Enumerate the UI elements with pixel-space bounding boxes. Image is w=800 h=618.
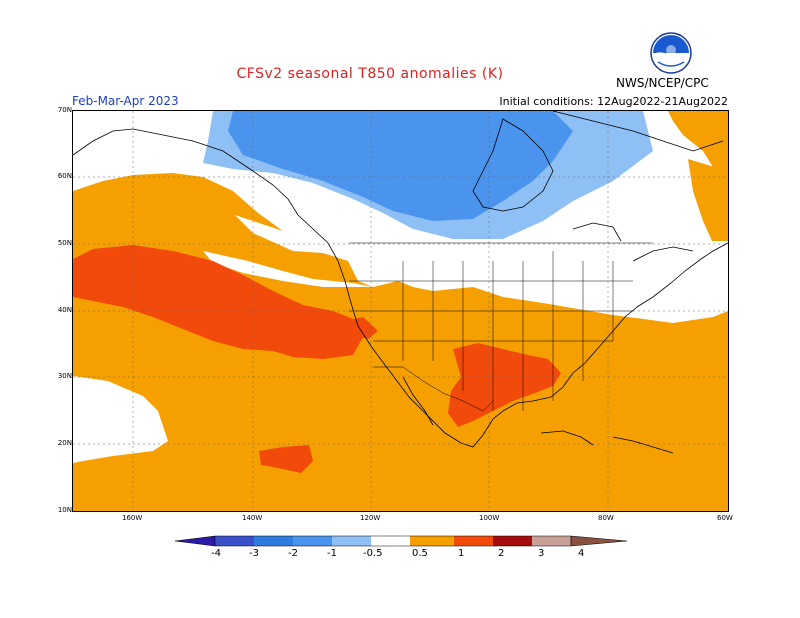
lon-label-80w: 80W xyxy=(598,514,614,522)
colorbar-tick-label: 4 xyxy=(578,548,585,559)
colorbar-tick-label: 2 xyxy=(498,548,505,559)
colorbar-tick-label: 3 xyxy=(538,548,545,559)
lat-label-10n: 10N xyxy=(57,506,72,514)
lon-label-140w: 140W xyxy=(242,514,263,522)
lat-label-20n: 20N xyxy=(57,439,72,447)
colorbar-segment xyxy=(293,536,332,546)
colorbar-tick-label: -4 xyxy=(211,548,221,559)
colorbar-segment xyxy=(410,536,454,546)
colorbar-segment xyxy=(454,536,493,546)
colorbar-segment xyxy=(215,536,254,546)
lat-label-50n: 50N xyxy=(57,239,72,247)
colorbar-tick-label: -1 xyxy=(327,548,337,559)
lat-label-60n: 60N xyxy=(57,172,72,180)
colorbar-tick-label: 0.5 xyxy=(412,548,428,559)
map-title: CFSv2 seasonal T850 anomalies (K) xyxy=(236,66,504,82)
noaa-logo-icon xyxy=(650,32,692,74)
colorbar-tick-label: 1 xyxy=(458,548,465,559)
anomaly-map xyxy=(72,110,729,512)
coastlines xyxy=(73,111,728,454)
initial-conditions-label: Initial conditions: 12Aug2022-21Aug2022 xyxy=(499,95,728,108)
lon-label-60w: 60W xyxy=(717,514,733,522)
colorbar-arrow-right xyxy=(570,535,627,547)
colorbar-segment xyxy=(493,536,532,546)
map-canvas xyxy=(73,111,728,511)
neutral-regions xyxy=(73,239,728,463)
colorbar-tick-label: -3 xyxy=(249,548,259,559)
negative-anomaly-blue xyxy=(228,111,573,221)
lon-label-120w: 120W xyxy=(360,514,381,522)
colorbar-segment xyxy=(371,536,410,546)
colorbar-segment xyxy=(332,536,371,546)
colorbar xyxy=(175,535,627,547)
lat-label-30n: 30N xyxy=(57,372,72,380)
agency-label: NWS/NCEP/CPC xyxy=(616,76,709,90)
positive-anomaly-red xyxy=(73,245,561,473)
lat-label-70n: 70N xyxy=(57,106,72,114)
lon-label-100w: 100W xyxy=(479,514,500,522)
colorbar-segment xyxy=(254,536,293,546)
lon-label-160w: 160W xyxy=(122,514,143,522)
colorbar-arrow-left xyxy=(175,535,216,547)
graticule xyxy=(73,111,728,511)
season-label: Feb-Mar-Apr 2023 xyxy=(72,94,179,108)
colorbar-tick-label: -0.5 xyxy=(363,548,383,559)
colorbar-segment xyxy=(532,536,571,546)
lat-label-40n: 40N xyxy=(57,306,72,314)
colorbar-tick-label: -2 xyxy=(288,548,298,559)
